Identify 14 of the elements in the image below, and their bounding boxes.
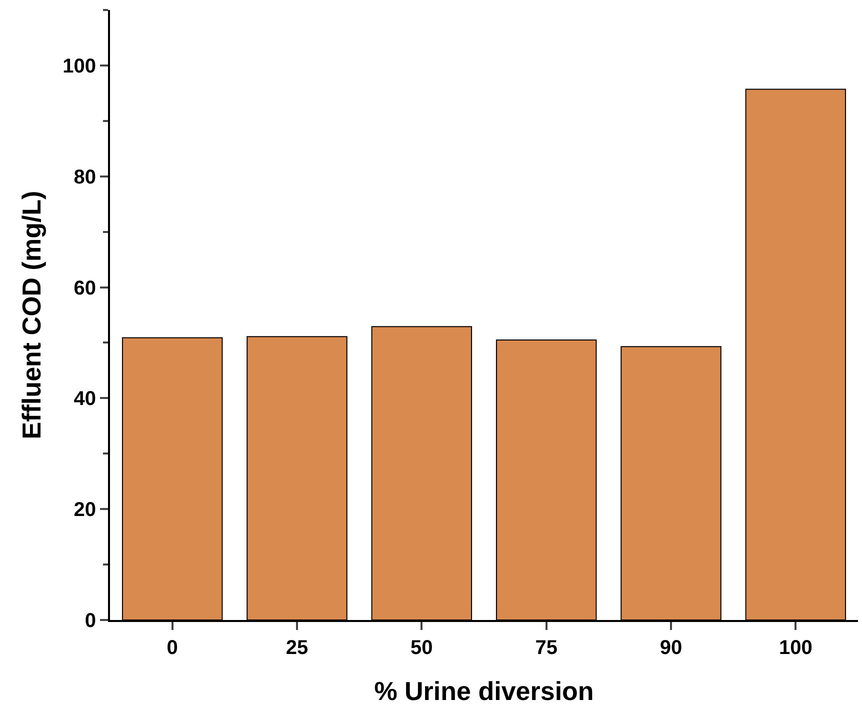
y-tick-label: 80 [74, 166, 96, 188]
x-tick-label: 50 [410, 637, 433, 659]
y-axis-title: Effluent COD (mg/L) [16, 190, 47, 440]
x-tick-label: 25 [286, 637, 308, 659]
x-tick-label: 100 [778, 637, 812, 659]
y-tick-label: 60 [74, 277, 96, 300]
y-tick-label: 20 [74, 499, 96, 522]
x-tick-label: 75 [535, 637, 558, 659]
y-tick-label: 100 [62, 55, 96, 78]
y-tick-label: 40 [74, 388, 96, 410]
y-tick-label: 0 [84, 610, 96, 632]
x-axis-title: % Urine diversion [374, 676, 594, 706]
x-tick-label: 0 [166, 637, 178, 659]
x-tick-label: 90 [660, 637, 682, 659]
